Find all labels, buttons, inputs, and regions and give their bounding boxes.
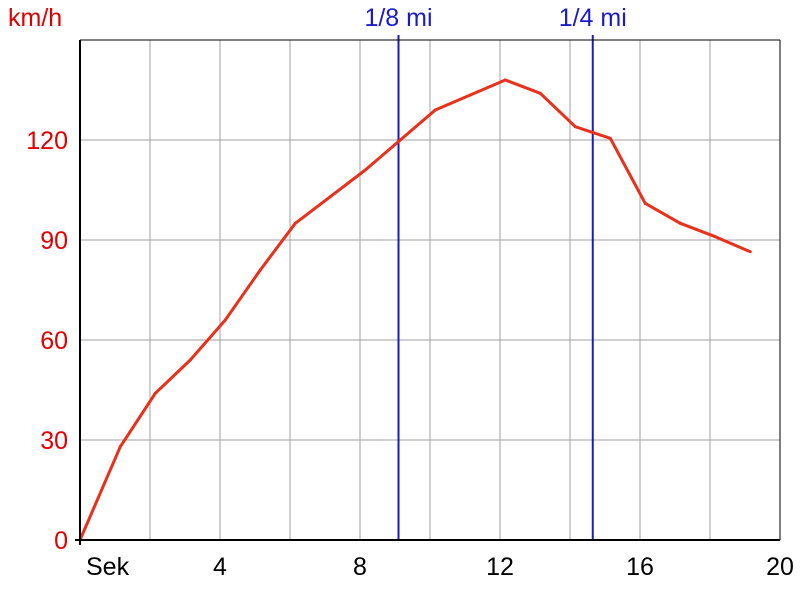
speed-data-point (468, 93, 472, 97)
y-tick-label: 0 (54, 527, 68, 555)
x-tick-label: 16 (626, 553, 654, 581)
x-tick-label: 20 (766, 553, 794, 581)
x-tick-label: 4 (213, 553, 227, 581)
speed-data-point (363, 168, 367, 172)
distance-markers: 1/8 mi 1/4 mi (364, 4, 627, 540)
speed-data-point (538, 91, 542, 95)
speed-data-point (713, 235, 717, 239)
y-tick-label: 120 (26, 127, 68, 155)
speed-data-point (153, 391, 157, 395)
speed-series-line (78, 78, 751, 541)
speed-data-point (503, 78, 507, 82)
axis-labels: km/h 0 30 60 90 120 Sek 4 8 12 16 20 (8, 4, 794, 581)
speed-data-point (643, 201, 647, 205)
grid-lines (80, 40, 780, 540)
axes (75, 39, 781, 545)
speed-data-point (293, 221, 297, 225)
speed-data-point (573, 125, 577, 129)
y-tick-label: 30 (40, 427, 68, 455)
x-tick-label: 8 (353, 553, 367, 581)
speed-data-point (748, 250, 752, 254)
speed-data-point (258, 268, 262, 272)
x-tick-label: Sek (86, 553, 130, 581)
y-axis-unit-label: km/h (8, 4, 62, 32)
y-tick-label: 90 (40, 227, 68, 255)
speed-data-point (398, 138, 402, 142)
speed-data-point (188, 358, 192, 362)
speed-data-point (433, 108, 437, 112)
speed-data-point (223, 318, 227, 322)
speed-data-point (118, 445, 122, 449)
distance-marker-label: 1/4 mi (559, 4, 627, 32)
distance-marker-label: 1/8 mi (364, 4, 432, 32)
speed-data-point (328, 195, 332, 199)
x-tick-label: 12 (486, 553, 514, 581)
y-tick-label: 60 (40, 327, 68, 355)
speed-data-point (678, 221, 682, 225)
speed-data-point (608, 136, 612, 140)
